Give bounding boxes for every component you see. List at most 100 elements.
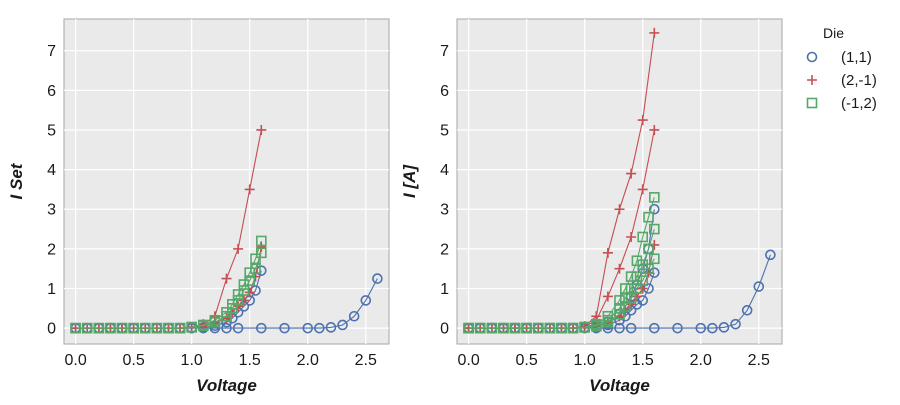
legend-entries: (1,1) (2,-1) (-1,2) bbox=[806, 49, 877, 112]
data-point bbox=[186, 321, 197, 333]
data-point bbox=[544, 322, 556, 334]
data-point bbox=[753, 281, 765, 292]
data-point bbox=[532, 322, 544, 334]
data-point bbox=[626, 231, 637, 242]
data-point bbox=[250, 253, 261, 265]
data-point bbox=[233, 301, 244, 312]
data-point bbox=[567, 322, 579, 334]
data-point bbox=[227, 299, 238, 310]
data-point bbox=[256, 322, 267, 334]
data-point bbox=[637, 115, 648, 126]
data-point bbox=[637, 231, 649, 243]
data-point bbox=[463, 322, 474, 334]
data-point bbox=[620, 283, 631, 294]
plot-area bbox=[63, 18, 390, 345]
data-point bbox=[602, 316, 614, 328]
legend-marker bbox=[806, 51, 818, 63]
legend: Die (1,1) (2,-1) (-1,2) bbox=[806, 25, 877, 112]
data-point bbox=[139, 322, 151, 334]
data-point bbox=[486, 322, 498, 334]
data-point bbox=[337, 319, 348, 331]
data-point bbox=[695, 322, 707, 334]
y-tick-label: 4 bbox=[47, 162, 56, 179]
data-point bbox=[325, 322, 337, 333]
data-point bbox=[602, 247, 613, 258]
data-point bbox=[649, 203, 660, 215]
data-point bbox=[256, 247, 267, 259]
data-point bbox=[238, 295, 249, 306]
gridlines bbox=[64, 19, 389, 344]
series-line bbox=[75, 240, 262, 329]
data-point bbox=[221, 273, 232, 284]
x-tick-label: 1.0 bbox=[181, 352, 203, 369]
x-axis-label: Voltage bbox=[589, 376, 650, 395]
x-tick-label: 2.0 bbox=[690, 352, 712, 369]
y-tick-label: 1 bbox=[440, 281, 449, 298]
data-point bbox=[620, 301, 631, 312]
plot-area bbox=[456, 18, 783, 345]
data-point bbox=[626, 168, 637, 179]
data-point bbox=[649, 223, 660, 235]
data-point bbox=[70, 322, 81, 334]
x-tick-label: 0.0 bbox=[457, 352, 479, 369]
series-line bbox=[468, 258, 655, 329]
data-point bbox=[625, 293, 637, 304]
data-point bbox=[244, 287, 255, 298]
y-tick-label: 4 bbox=[440, 162, 449, 179]
data-point bbox=[232, 289, 244, 300]
data-point bbox=[614, 204, 625, 215]
data-point bbox=[620, 293, 631, 304]
data-point bbox=[625, 322, 637, 334]
y-tick-label: 2 bbox=[47, 241, 56, 258]
legend-title: Die bbox=[823, 25, 844, 41]
legend-label: (1,1) bbox=[841, 49, 872, 66]
y-tick-label: 7 bbox=[47, 43, 56, 60]
data-point bbox=[741, 305, 753, 316]
data-point bbox=[602, 291, 613, 302]
left-chart-panel: 0.0 0.5 1.0 1.5 2.0 2.5 0 1 2 3 4 5 6 7 Voltage I Set bbox=[7, 18, 390, 395]
data-point bbox=[730, 318, 741, 330]
data-point bbox=[637, 184, 648, 195]
y-axis-label: I Set bbox=[7, 162, 26, 199]
data-point bbox=[372, 273, 383, 284]
y-tick-label: 0 bbox=[440, 321, 449, 338]
data-point bbox=[238, 279, 250, 290]
legend-marker bbox=[807, 75, 817, 85]
data-point bbox=[643, 263, 654, 274]
data-point bbox=[221, 322, 232, 334]
legend-entry: (-1,2) bbox=[806, 95, 877, 112]
data-point bbox=[250, 285, 261, 296]
y-tick-label: 1 bbox=[47, 281, 56, 298]
data-point bbox=[707, 322, 718, 334]
legend-label: (-1,2) bbox=[841, 95, 877, 112]
data-point bbox=[116, 322, 128, 334]
data-point bbox=[233, 243, 244, 254]
data-point bbox=[256, 235, 267, 247]
y-tick-label: 0 bbox=[47, 321, 56, 338]
data-point bbox=[93, 322, 105, 334]
legend-entry: (2,-1) bbox=[807, 72, 877, 89]
data-point bbox=[649, 322, 660, 334]
y-tick-label: 7 bbox=[440, 43, 449, 60]
series-square bbox=[70, 235, 267, 334]
data-point bbox=[197, 319, 209, 331]
data-point bbox=[128, 322, 139, 334]
x-tick-label: 1.0 bbox=[574, 352, 596, 369]
y-tick-label: 5 bbox=[47, 122, 56, 139]
x-tick-label: 1.5 bbox=[239, 352, 261, 369]
data-point bbox=[256, 124, 267, 135]
x-tick-label: 2.5 bbox=[355, 352, 377, 369]
data-point bbox=[625, 271, 637, 282]
data-point bbox=[279, 322, 290, 334]
legend-marker bbox=[806, 97, 818, 109]
y-tick-label: 6 bbox=[47, 83, 56, 100]
x-tick-label: 2.0 bbox=[297, 352, 319, 369]
data-point bbox=[348, 310, 360, 322]
data-point bbox=[314, 322, 325, 334]
data-point bbox=[643, 211, 654, 223]
data-point bbox=[174, 322, 186, 334]
x-tick-label: 2.5 bbox=[748, 352, 770, 369]
data-point bbox=[579, 322, 590, 333]
data-point bbox=[509, 322, 521, 334]
